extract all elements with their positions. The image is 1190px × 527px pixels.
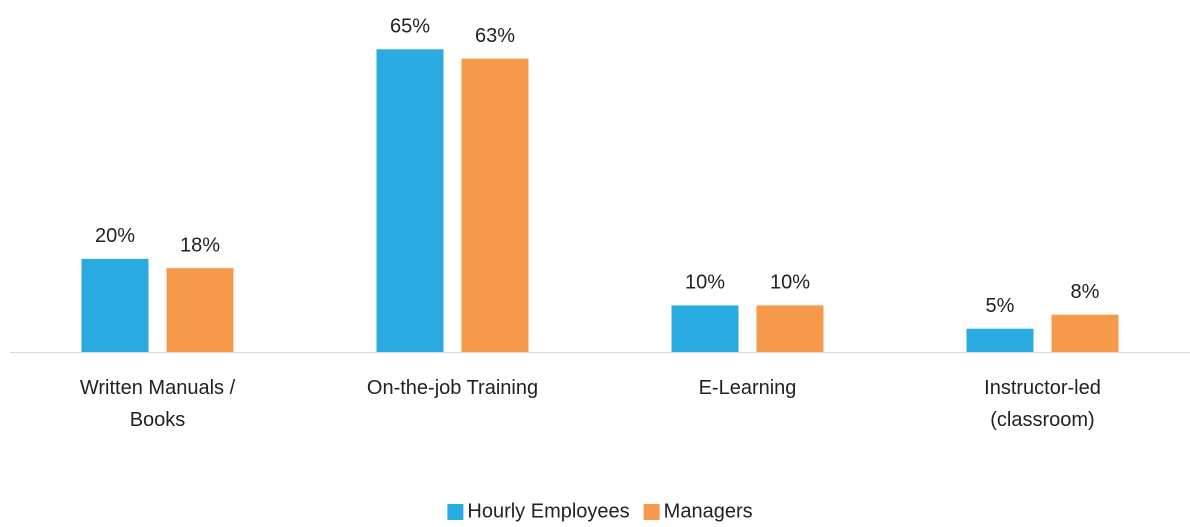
bar [461,58,529,352]
legend-label: Managers [664,500,753,522]
bar [166,268,234,352]
data-label: 5% [986,295,1015,317]
data-label: 10% [685,272,725,294]
bar [756,305,824,352]
legend: Hourly Employees Managers [447,500,753,522]
bar [1051,314,1119,352]
data-label: 20% [95,225,135,247]
legend-swatch [643,504,660,520]
data-label: 65% [390,16,430,38]
data-label: 8% [1071,281,1100,303]
legend-swatch [447,504,464,520]
x-tick-label: E-Learning [698,377,797,399]
x-tick-label: Instructor-led (classroom) [984,377,1101,431]
bar [376,49,444,353]
data-label: 18% [180,234,220,256]
legend-label: Hourly Employees [467,500,629,522]
bar [81,258,149,352]
bar [671,305,739,352]
bar [966,328,1034,352]
data-label: 63% [475,25,515,47]
x-tick-label: Written Manuals / Books [79,377,236,431]
x-tick-label: On-the-job Training [366,377,539,399]
data-label: 10% [770,272,810,294]
